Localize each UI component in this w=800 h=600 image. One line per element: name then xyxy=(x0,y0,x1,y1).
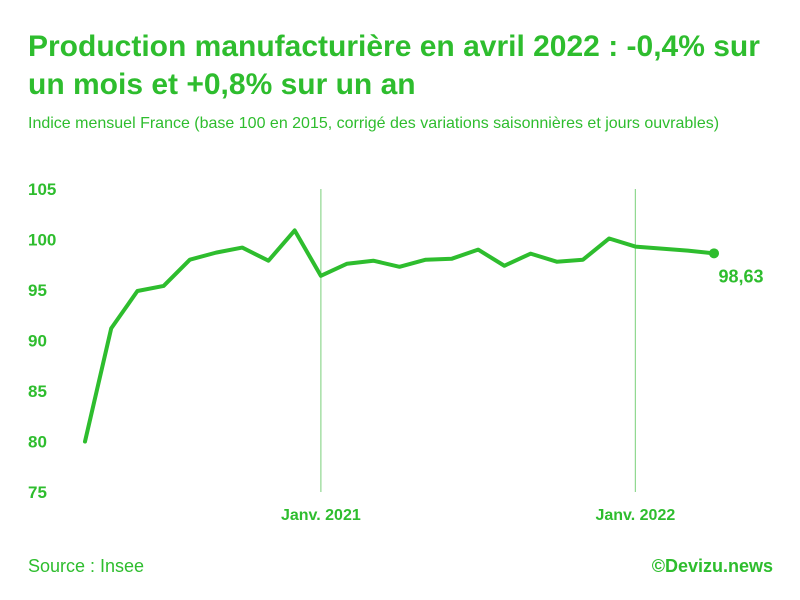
y-tick-label: 100 xyxy=(28,231,56,250)
end-value-label: 98,63 xyxy=(718,266,763,286)
chart-title: Production manufacturière en avril 2022 … xyxy=(28,30,760,101)
series-line xyxy=(83,228,716,444)
chart-subtitle: Indice mensuel France (base 100 en 2015,… xyxy=(28,115,720,132)
y-tick-label: 95 xyxy=(28,281,47,300)
y-tick-label: 90 xyxy=(28,332,47,351)
credit-note: ©Devizu.news xyxy=(651,556,773,576)
x-marker-label: Janv. 2021 xyxy=(281,507,361,524)
y-tick-label: 105 xyxy=(28,180,56,199)
x-marker-label: Janv. 2022 xyxy=(595,507,675,524)
y-tick-label: 85 xyxy=(28,382,47,401)
y-tick-label: 75 xyxy=(28,483,47,502)
y-tick-label: 80 xyxy=(28,433,47,452)
last-data-point xyxy=(709,248,719,259)
source-note: Source : Insee xyxy=(28,556,145,576)
